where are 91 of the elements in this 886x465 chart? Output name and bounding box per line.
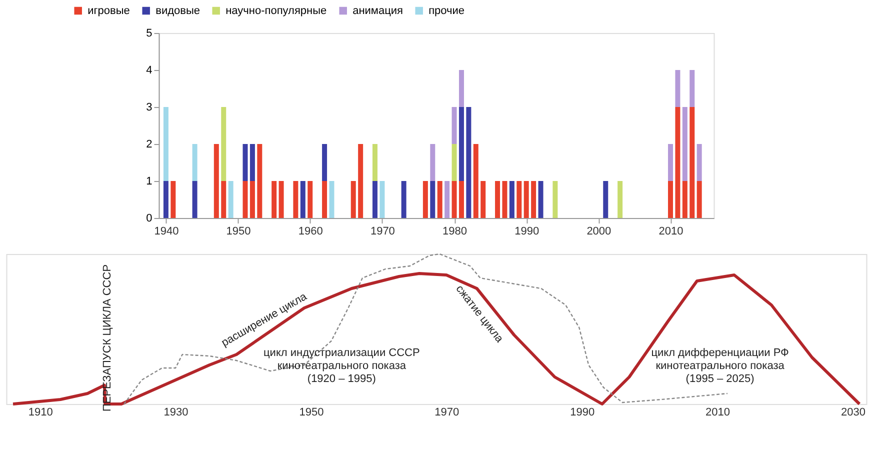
bar <box>221 181 226 218</box>
bar <box>329 181 334 218</box>
bar <box>466 107 472 218</box>
bar <box>170 181 176 218</box>
y-tick-label: 3 <box>146 102 152 114</box>
bar <box>696 181 702 218</box>
bar <box>452 107 457 144</box>
bar <box>293 181 298 218</box>
legend-label: научно-популярные <box>226 4 327 17</box>
bar <box>668 181 674 218</box>
bar <box>272 181 277 218</box>
bar <box>516 181 522 218</box>
x-tick-label: 1940 <box>154 226 179 238</box>
bar <box>444 181 450 218</box>
x-tick-label: 2030 <box>840 406 866 418</box>
x-tick-label: 1970 <box>434 406 460 418</box>
bar <box>163 107 168 181</box>
x-tick-label: 2010 <box>706 406 730 418</box>
bar <box>495 181 500 218</box>
y-tick-label: 2 <box>146 138 152 150</box>
bar <box>308 181 313 218</box>
bar <box>552 181 558 218</box>
bar <box>480 181 486 218</box>
annotation: ПЕРЕЗАПУСК ЦИКЛА СССР <box>102 264 114 412</box>
bar <box>675 70 680 107</box>
bar <box>682 181 688 218</box>
annotation: цикл индустриализации СССР кинотеатрального показа (1920 – 1995) <box>263 347 420 385</box>
bar <box>502 181 508 218</box>
bar <box>458 181 464 218</box>
bar <box>682 107 688 181</box>
x-tick-label: 1950 <box>226 226 251 238</box>
y-tick-label: 5 <box>146 28 152 40</box>
x-tick-label: 1930 <box>164 406 188 418</box>
bar <box>350 181 356 218</box>
bar <box>473 144 478 218</box>
bar <box>458 107 464 181</box>
bar <box>509 181 514 218</box>
x-tick-label: 2010 <box>658 226 684 238</box>
bar <box>221 107 226 181</box>
bar <box>618 181 623 218</box>
bar <box>242 144 248 181</box>
bar <box>452 144 457 181</box>
bar <box>358 144 364 218</box>
bar <box>300 181 306 218</box>
bar <box>250 181 255 218</box>
bar <box>668 144 674 181</box>
y-tick-label: 4 <box>146 64 152 76</box>
x-tick-label: 1970 <box>370 226 395 238</box>
bar <box>228 181 234 218</box>
bar <box>322 181 328 218</box>
bar <box>257 144 262 218</box>
legend-label: анимация <box>352 4 404 17</box>
x-tick-label: 1990 <box>514 226 540 238</box>
bar <box>430 181 436 218</box>
x-tick-label: 2000 <box>586 226 612 238</box>
legend-label: игровые <box>88 4 130 17</box>
bar <box>192 144 198 181</box>
bar <box>690 107 695 218</box>
y-tick-label: 0 <box>146 212 152 224</box>
bar <box>690 70 695 107</box>
bar <box>422 181 428 218</box>
bar <box>250 144 255 181</box>
bar <box>242 181 248 218</box>
bar <box>192 181 198 218</box>
bar <box>380 181 385 218</box>
bar <box>524 181 529 218</box>
bar <box>531 181 536 218</box>
bar <box>322 144 328 181</box>
bar <box>603 181 608 218</box>
bar <box>538 181 544 218</box>
x-tick-label: 1980 <box>442 226 468 238</box>
x-tick-label: 1950 <box>299 406 324 418</box>
bar <box>163 181 168 218</box>
bar <box>372 181 378 218</box>
legend-label: видовые <box>156 4 200 17</box>
bar <box>430 144 436 181</box>
bar <box>401 181 406 218</box>
bar <box>437 181 442 218</box>
legend-label: прочие <box>428 4 465 17</box>
annotation: цикл дифференциации РФ кинотеатрального показа (1995 – 2025) <box>651 347 789 385</box>
bar <box>278 181 284 218</box>
x-tick-label: 1910 <box>28 406 53 418</box>
y-tick-label: 1 <box>146 176 152 188</box>
bar <box>452 181 457 218</box>
bar <box>458 70 464 107</box>
bar <box>372 144 378 181</box>
bar <box>214 144 219 218</box>
x-tick-label: 1960 <box>298 226 323 238</box>
bar <box>696 144 702 181</box>
bar <box>675 107 680 218</box>
x-tick-label: 1990 <box>570 406 595 418</box>
